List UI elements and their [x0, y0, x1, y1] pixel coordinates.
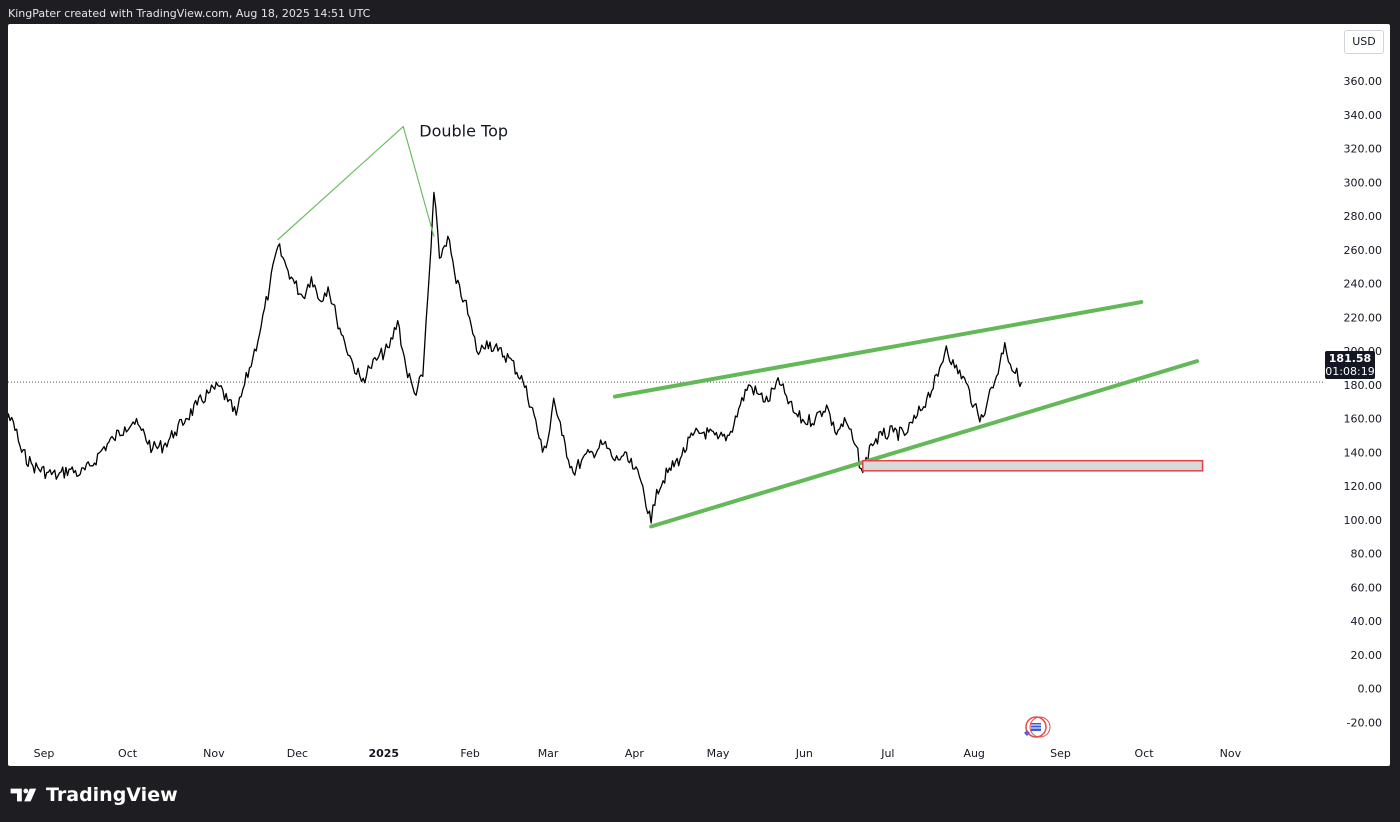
drawings-layer[interactable]: [277, 125, 1204, 529]
price-axis[interactable]: 360.00 340.00 320.00 300.00 280.00 260.00 240.…: [1344, 75, 1383, 729]
price-tick-label: 360.00: [1344, 75, 1383, 88]
flag-icon[interactable]: [1024, 716, 1051, 738]
price-series[interactable]: [8, 191, 1023, 524]
price-tick-label: 0.00: [1358, 683, 1383, 696]
time-tick-label: Aug: [963, 747, 984, 760]
price-tick-label: 280.00: [1344, 210, 1383, 223]
time-tick-label: May: [707, 747, 730, 760]
time-tick-label: Jun: [795, 747, 813, 760]
price-tick-label: 40.00: [1351, 615, 1383, 628]
tradingview-logo-icon: [10, 788, 37, 802]
price-tick-label: 260.00: [1344, 244, 1383, 257]
time-tick-label: 2025: [368, 747, 399, 760]
time-tick-label: Apr: [625, 747, 645, 760]
price-tick-label: 240.00: [1344, 278, 1383, 291]
price-tick-label: 120.00: [1344, 480, 1383, 493]
price-tick-label: 300.00: [1344, 176, 1383, 189]
time-tick-label: Oct: [118, 747, 138, 760]
price-tick-label: 180.00: [1344, 379, 1383, 392]
tradingview-logo[interactable]: TradingView: [10, 782, 178, 808]
price-chart[interactable]: 360.00 340.00 320.00 300.00 280.00 260.00 240.…: [8, 24, 1390, 766]
price-tick-label: -20.00: [1347, 716, 1382, 729]
price-tick-label: 140.00: [1344, 446, 1383, 459]
time-axis[interactable]: Sep Oct Nov Dec 2025 Feb Mar Apr May Jun Jul Aug Sep…: [34, 747, 1242, 760]
price-tick-label: 80.00: [1351, 548, 1383, 561]
double-top-label[interactable]: Double Top: [419, 122, 508, 141]
price-tick-label: 60.00: [1351, 581, 1383, 594]
time-tick-label: Mar: [538, 747, 559, 760]
double-top-line[interactable]: [277, 125, 404, 241]
tradingview-brand: TradingView: [46, 784, 178, 806]
price-tick-label: 100.00: [1344, 514, 1383, 527]
time-tick-label: Feb: [460, 747, 479, 760]
bar-countdown: 01:08:19: [1325, 365, 1375, 378]
time-tick-label: Sep: [1050, 747, 1071, 760]
price-tick-label: 320.00: [1344, 143, 1383, 156]
price-tick-label: 160.00: [1344, 413, 1383, 426]
time-tick-label: Jul: [880, 747, 894, 760]
last-price-label: 181.58 01:08:19: [1325, 351, 1375, 379]
currency-selector[interactable]: USD: [1344, 30, 1384, 54]
price-tick-label: 220.00: [1344, 311, 1383, 324]
last-price-value: 181.58: [1328, 352, 1372, 365]
time-tick-label: Dec: [287, 747, 308, 760]
time-tick-label: Sep: [34, 747, 55, 760]
chart-panel[interactable]: 360.00 340.00 320.00 300.00 280.00 260.00 240.…: [8, 24, 1390, 766]
price-tick-label: 340.00: [1344, 109, 1383, 122]
price-tick-label: 20.00: [1351, 649, 1383, 662]
time-tick-label: Nov: [203, 747, 225, 760]
time-tick-label: Nov: [1220, 747, 1242, 760]
channel-lower-trendline[interactable]: [649, 359, 1199, 529]
support-zone-rectangle[interactable]: [862, 459, 1204, 472]
double-top-line[interactable]: [402, 125, 435, 237]
chart-attribution: KingPater created with TradingView.com, …: [8, 7, 371, 20]
channel-upper-trendline[interactable]: [612, 300, 1144, 399]
time-tick-label: Oct: [1135, 747, 1155, 760]
